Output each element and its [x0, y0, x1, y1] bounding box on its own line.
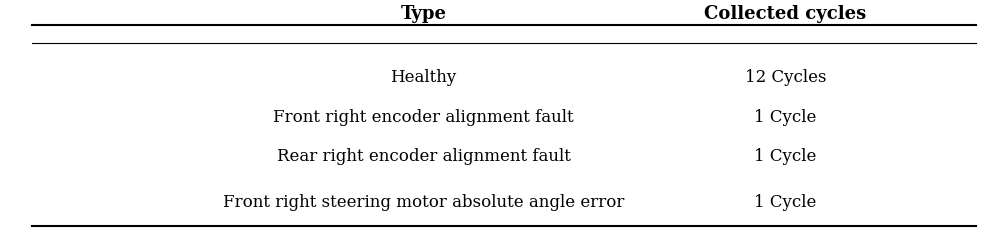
Text: 12 Cycles: 12 Cycles — [745, 69, 827, 86]
Text: Type: Type — [400, 5, 447, 23]
Text: Collected cycles: Collected cycles — [705, 5, 867, 23]
Text: Rear right encoder alignment fault: Rear right encoder alignment fault — [276, 148, 571, 165]
Text: Front right encoder alignment fault: Front right encoder alignment fault — [273, 109, 574, 125]
Text: 1 Cycle: 1 Cycle — [754, 194, 816, 211]
Text: 1 Cycle: 1 Cycle — [754, 148, 816, 165]
Text: Healthy: Healthy — [390, 69, 457, 86]
Text: Front right steering motor absolute angle error: Front right steering motor absolute angl… — [223, 194, 624, 211]
Text: 1 Cycle: 1 Cycle — [754, 109, 816, 125]
